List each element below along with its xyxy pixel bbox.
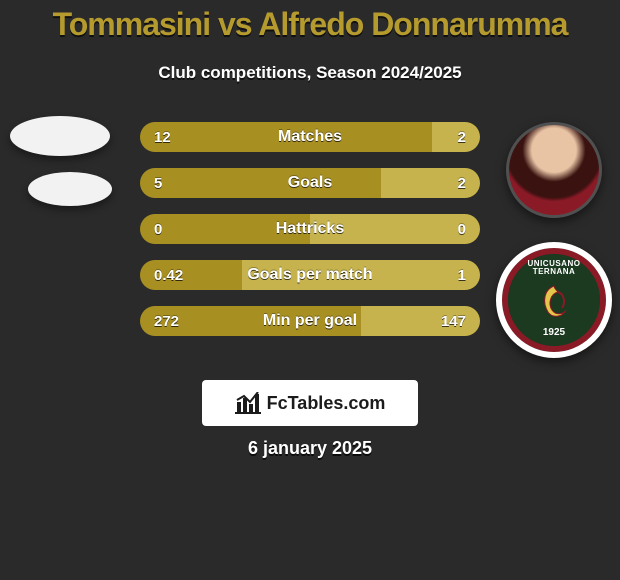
player-left-club-logo bbox=[28, 172, 112, 206]
watermark-badge: FcTables.com bbox=[202, 380, 418, 426]
stat-value-right: 2 bbox=[444, 168, 480, 198]
stat-row: Matches12 2 bbox=[140, 122, 480, 152]
crest-inner: UNICUSANO TERNANA 1925 bbox=[508, 254, 600, 346]
stat-value-left: 0 bbox=[140, 214, 176, 244]
stat-label: Goals bbox=[140, 168, 480, 198]
stat-value-left: 0.42 bbox=[140, 260, 197, 290]
crest-emblem bbox=[534, 282, 574, 322]
comparison-card: Tommasini vs Alfredo Donnarumma Club com… bbox=[0, 0, 620, 580]
stat-label: Matches bbox=[140, 122, 480, 152]
watermark-text: FcTables.com bbox=[267, 393, 386, 414]
stat-row: Hattricks0 0 bbox=[140, 214, 480, 244]
stat-value-right: 1 bbox=[444, 260, 480, 290]
crest-bottom-text: 1925 bbox=[543, 327, 565, 338]
crest-top-text: UNICUSANO TERNANA bbox=[508, 260, 600, 276]
date-text: 6 january 2025 bbox=[0, 438, 620, 459]
stat-row: Goals per match0.421 bbox=[140, 260, 480, 290]
stat-value-right: 0 bbox=[444, 214, 480, 244]
subtitle: Club competitions, Season 2024/2025 bbox=[0, 63, 620, 83]
player-right-club-crest: UNICUSANO TERNANA 1925 bbox=[496, 242, 612, 358]
stat-label: Hattricks bbox=[140, 214, 480, 244]
bars-icon bbox=[235, 392, 261, 414]
stat-value-right: 147 bbox=[427, 306, 480, 336]
player-right-avatar bbox=[506, 122, 602, 218]
page-title: Tommasini vs Alfredo Donnarumma bbox=[0, 0, 620, 43]
stat-value-left: 12 bbox=[140, 122, 185, 152]
stat-value-left: 272 bbox=[140, 306, 193, 336]
comparison-bars: Matches122Goals52Hattricks00Goals per ma… bbox=[140, 122, 480, 352]
stat-value-left: 5 bbox=[140, 168, 176, 198]
stat-row: Min per goal272147 bbox=[140, 306, 480, 336]
stat-row: Goals5 2 bbox=[140, 168, 480, 198]
player-left-avatar bbox=[10, 116, 110, 156]
stat-value-right: 2 bbox=[444, 122, 480, 152]
